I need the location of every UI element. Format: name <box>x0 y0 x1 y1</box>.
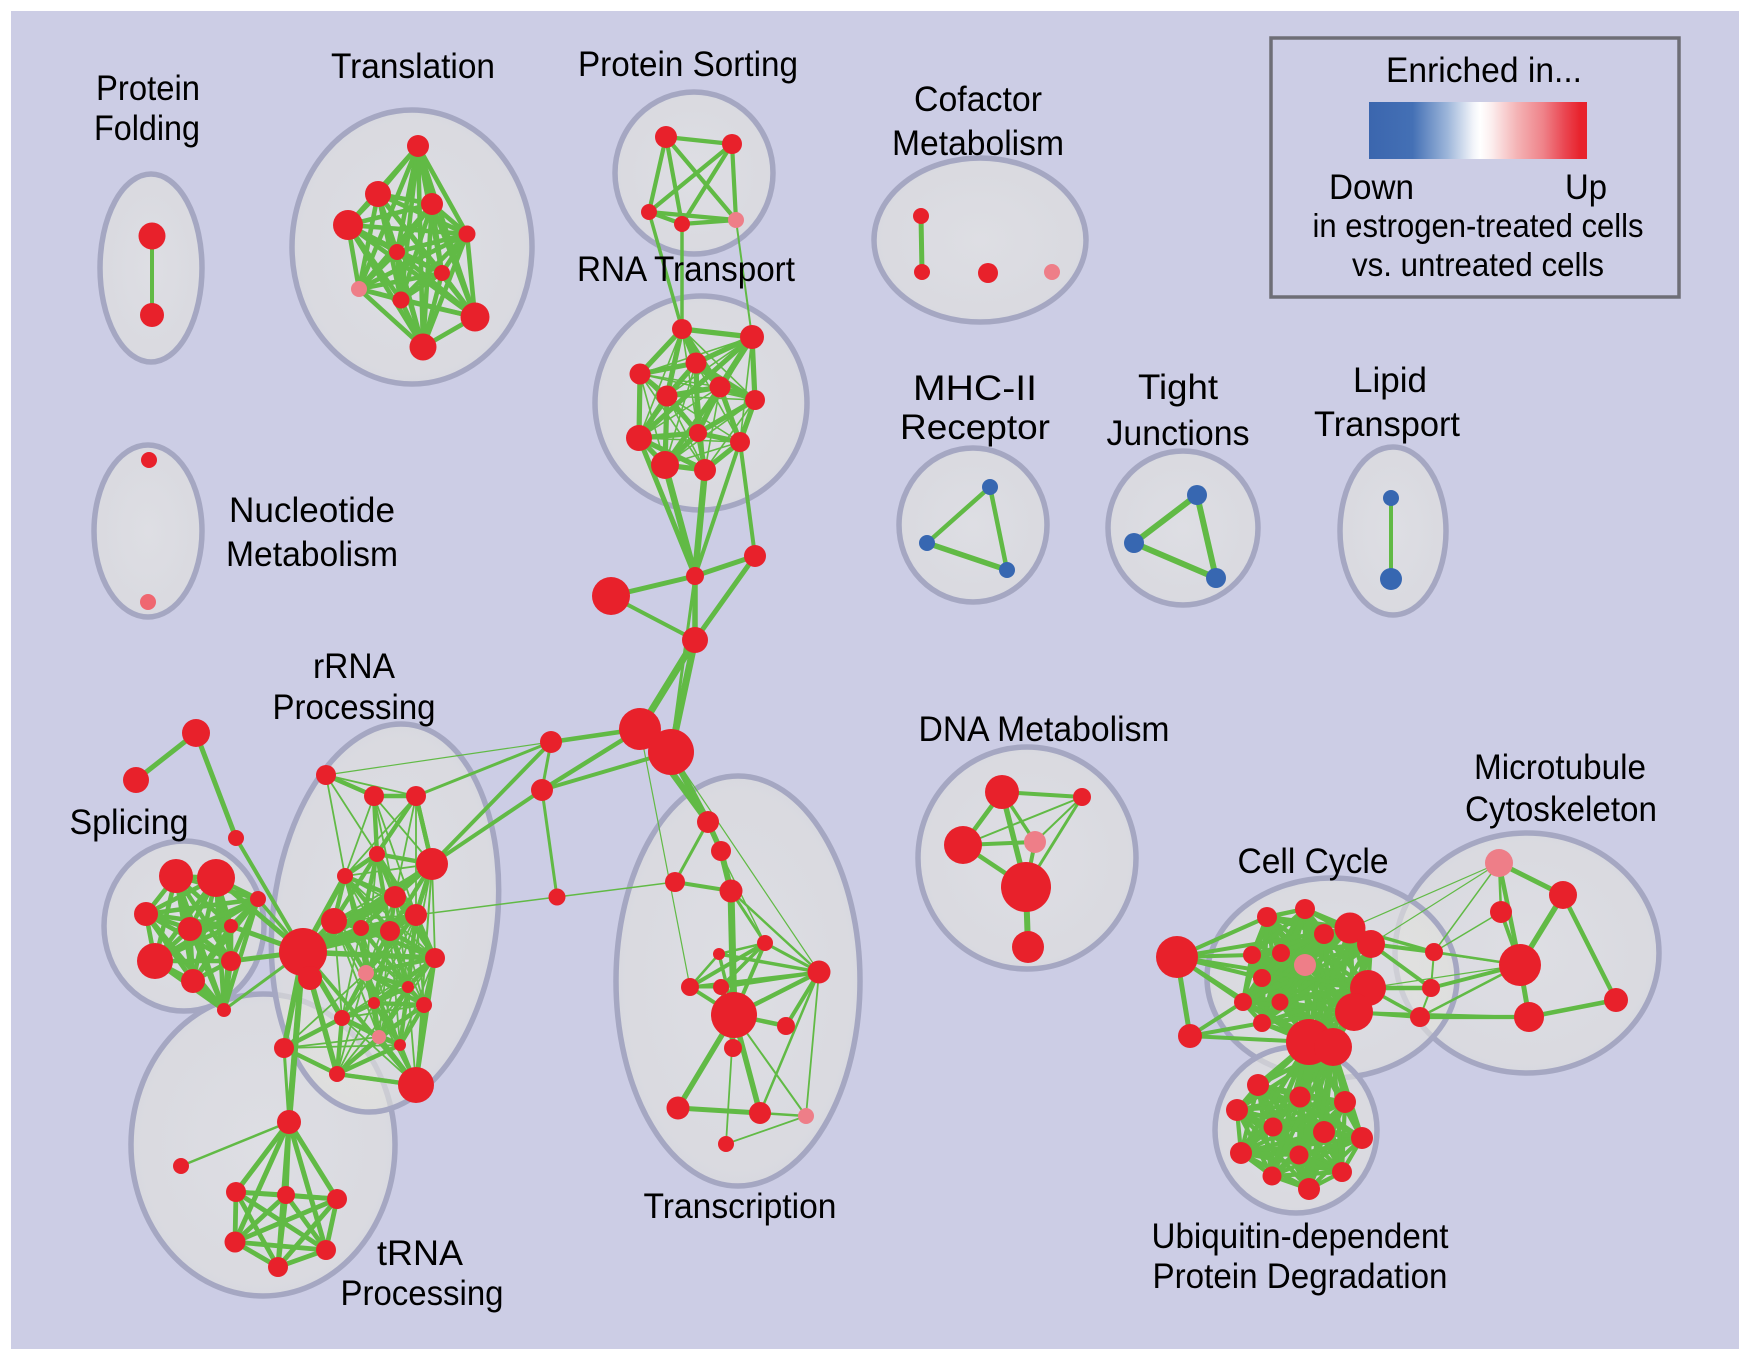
svg-text:Transcription: Transcription <box>644 1187 837 1226</box>
svg-text:vs. untreated cells: vs. untreated cells <box>1352 246 1604 283</box>
svg-text:Protein Degradation: Protein Degradation <box>1153 1257 1448 1296</box>
svg-text:Tight: Tight <box>1138 368 1218 407</box>
svg-text:RNA Transport: RNA Transport <box>577 250 795 289</box>
svg-text:Cofactor: Cofactor <box>914 80 1042 119</box>
svg-text:Folding: Folding <box>94 109 200 148</box>
svg-text:Processing: Processing <box>273 688 436 727</box>
svg-text:DNA Metabolism: DNA Metabolism <box>919 710 1170 749</box>
svg-text:rRNA: rRNA <box>313 647 396 686</box>
svg-text:Cell Cycle: Cell Cycle <box>1238 842 1389 881</box>
svg-text:Down: Down <box>1329 168 1414 207</box>
svg-text:Lipid: Lipid <box>1353 361 1427 400</box>
svg-text:Enriched in...: Enriched in... <box>1386 51 1582 90</box>
svg-text:Processing: Processing <box>341 1274 504 1313</box>
svg-text:MHC-II: MHC-II <box>913 369 1037 408</box>
svg-text:Cytoskeleton: Cytoskeleton <box>1465 790 1657 829</box>
svg-text:Metabolism: Metabolism <box>892 124 1064 163</box>
svg-text:tRNA: tRNA <box>377 1234 464 1273</box>
svg-text:Splicing: Splicing <box>70 803 189 842</box>
svg-text:Up: Up <box>1565 168 1607 207</box>
svg-text:Metabolism: Metabolism <box>226 535 398 574</box>
svg-text:Protein: Protein <box>96 69 200 108</box>
svg-text:Protein Sorting: Protein Sorting <box>578 45 798 84</box>
svg-text:Junctions: Junctions <box>1107 414 1250 453</box>
svg-text:Ubiquitin-dependent: Ubiquitin-dependent <box>1152 1217 1449 1256</box>
svg-text:Transport: Transport <box>1314 405 1460 444</box>
svg-text:Receptor: Receptor <box>900 408 1050 447</box>
svg-text:Translation: Translation <box>331 47 495 86</box>
svg-text:in estrogen-treated cells: in estrogen-treated cells <box>1313 207 1644 244</box>
svg-text:Microtubule: Microtubule <box>1474 748 1646 787</box>
svg-text:Nucleotide: Nucleotide <box>229 491 395 530</box>
